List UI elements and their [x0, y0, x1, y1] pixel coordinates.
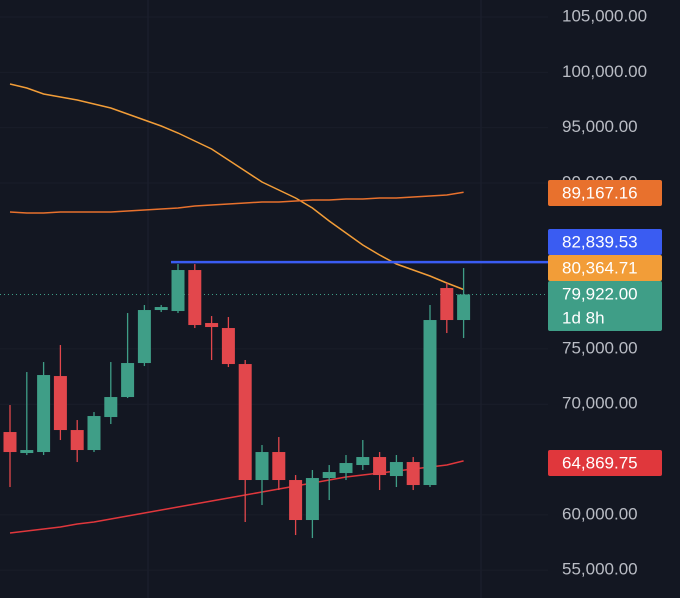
candle-body: [137, 310, 151, 364]
y-tick-label: 75,000.00: [562, 338, 638, 357]
candle-body: [171, 270, 185, 312]
candle-body: [322, 472, 336, 479]
candle-body: [121, 363, 135, 398]
candle-body: [356, 457, 370, 466]
price-tag-label: 79,922.00: [562, 284, 638, 303]
y-tick-label: 105,000.00: [562, 7, 647, 26]
moving-average-line: [9, 460, 464, 534]
price-tag-label: 82,839.53: [562, 232, 638, 251]
candle-body: [440, 288, 454, 321]
y-tick-label: 60,000.00: [562, 504, 638, 523]
candle-body: [87, 416, 101, 451]
price-tag-label: 80,364.71: [562, 258, 638, 277]
candle-body: [457, 294, 471, 321]
candle-body: [272, 452, 286, 481]
y-tick-label: 55,000.00: [562, 560, 638, 579]
candle-body: [3, 432, 17, 453]
price-tag: [548, 229, 662, 255]
candle-body: [389, 462, 403, 477]
candle-body: [188, 270, 202, 326]
y-tick-label: 70,000.00: [562, 394, 638, 413]
candle-body: [53, 376, 67, 431]
candle-body: [238, 364, 252, 481]
countdown-label: 1d 8h: [562, 308, 605, 327]
candle-body: [20, 450, 34, 454]
moving-average-line: [9, 191, 464, 214]
moving-average-line: [9, 83, 464, 291]
price-tag: [548, 180, 662, 206]
candle-body: [154, 307, 168, 311]
candle-body: [70, 430, 84, 451]
candle-body: [37, 375, 51, 453]
candle-body: [289, 480, 303, 521]
candle-body: [423, 320, 437, 486]
price-tag: [548, 450, 662, 476]
candle-body: [221, 328, 235, 365]
price-tag: [548, 255, 662, 281]
candle-body: [373, 457, 387, 476]
candle-body: [255, 452, 269, 481]
price-tag: [548, 281, 662, 331]
candle-body: [205, 323, 219, 328]
y-tick-label: 95,000.00: [562, 117, 638, 136]
price-tag-label: 64,869.75: [562, 453, 638, 472]
candle-body: [406, 462, 420, 486]
candle-body: [339, 463, 353, 474]
y-tick-label: 100,000.00: [562, 62, 647, 81]
price-tag-label: 89,167.16: [562, 183, 638, 202]
candle-body: [104, 397, 118, 418]
candle-body: [305, 478, 319, 521]
